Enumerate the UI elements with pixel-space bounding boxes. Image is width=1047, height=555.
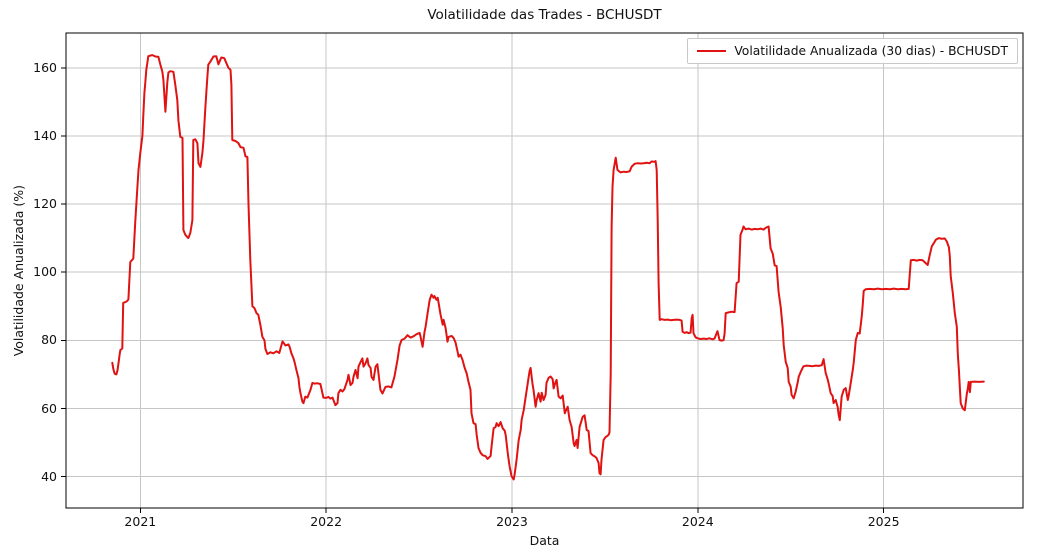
plot-frame (65, 32, 1024, 509)
y-tick-label: 120 (33, 196, 57, 212)
y-tick-label: 100 (33, 264, 57, 280)
y-tick-label: 160 (33, 59, 57, 75)
y-tick-label: 40 (41, 468, 57, 484)
x-axis-label: Data (529, 533, 560, 548)
x-tick-label: 2022 (310, 514, 343, 529)
x-tick-label: 2024 (681, 514, 714, 529)
x-tick-label: 2021 (124, 514, 157, 529)
legend-label: Volatilidade Anualizada (30 dias) - BCHU… (734, 44, 1008, 58)
x-tick-label: 2025 (867, 514, 900, 529)
y-tick-label: 80 (41, 332, 57, 348)
legend-line-swatch (697, 50, 727, 52)
legend-box: Volatilidade Anualizada (30 dias) - BCHU… (687, 38, 1018, 64)
volatility-line-series (111, 54, 985, 481)
chart-title: Volatilidade das Trades - BCHUSDT (427, 7, 662, 23)
y-tick-label: 60 (41, 400, 57, 416)
y-tick-label: 140 (33, 127, 57, 143)
x-tick-label: 2023 (496, 514, 528, 529)
